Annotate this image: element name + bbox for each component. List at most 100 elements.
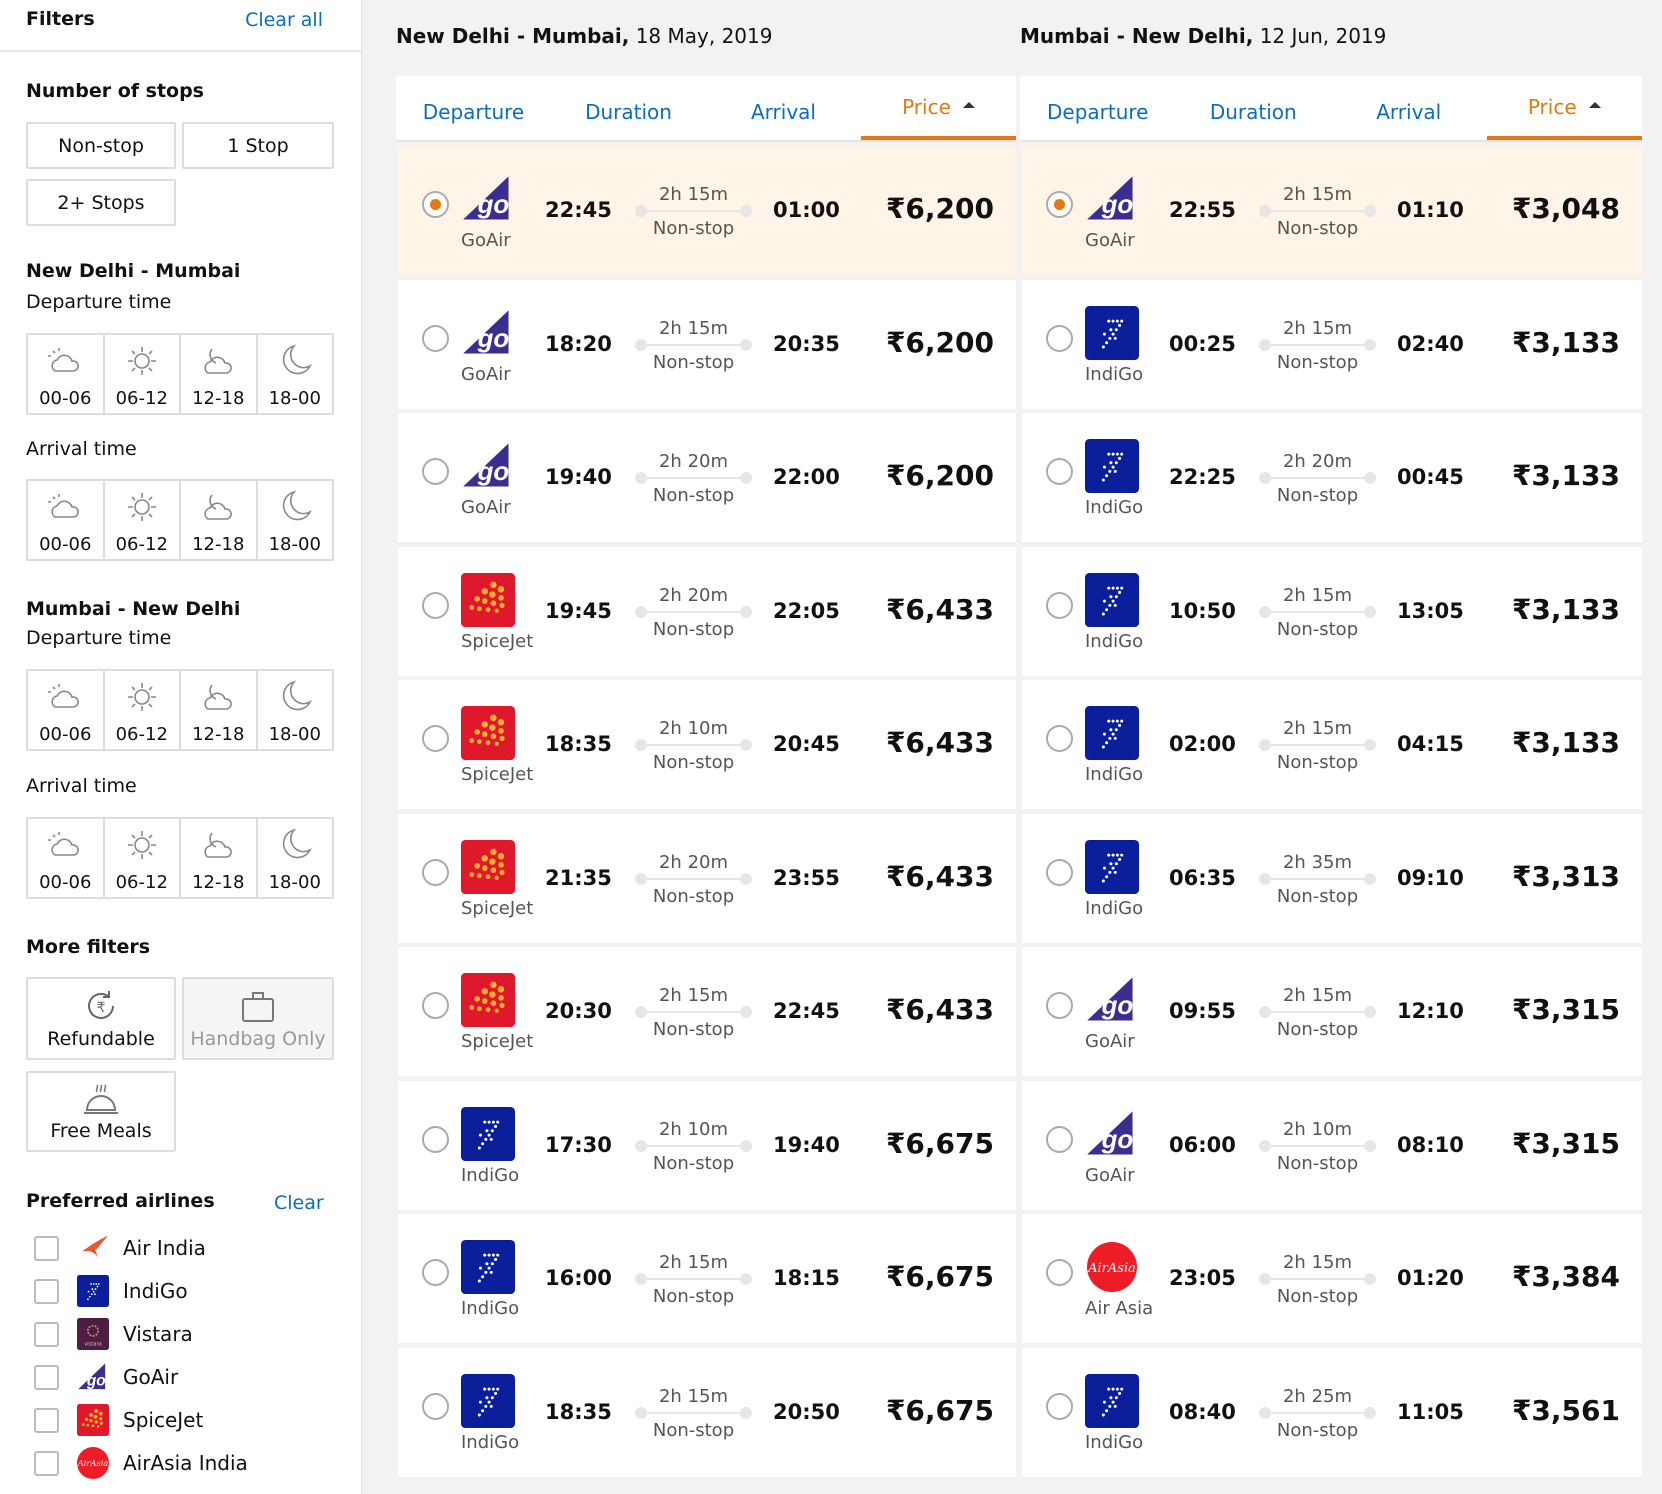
flight-radio[interactable] [1046,1259,1073,1286]
flight-radio[interactable] [422,1125,449,1153]
sort-tab-duration[interactable]: Duration [1209,100,1297,124]
time-slot-18-00[interactable]: 18-00 [258,819,333,897]
duration-line [635,739,752,751]
time-slot-06-12[interactable]: 06-12 [105,335,181,413]
free-meals-button[interactable]: Free Meals [26,1071,176,1152]
flight-radio[interactable] [422,1392,449,1420]
flight-row[interactable]: IndiGo 22:25 2h 20m Non-stop 00:45 ₹3,133 [1022,413,1642,542]
time-slot-06-12[interactable]: 06-12 [105,819,181,897]
time-slot-12-18[interactable]: 12-18 [181,335,258,413]
flight-row[interactable]: IndiGo 17:30 2h 10m Non-stop 19:40 ₹6,675 [398,1080,1016,1210]
airline-filter-airasia[interactable]: AirAsia AirAsia India [34,1447,248,1479]
time-slot-00-06[interactable]: 00-06 [28,671,105,749]
time-slot-18-00[interactable]: 18-00 [258,335,333,413]
flight-radio[interactable] [1046,725,1073,752]
sort-tab-duration[interactable]: Duration [585,100,672,124]
flight-row[interactable]: go GoAir 22:45 2h 15m Non-stop 01:00 ₹6,200 [398,146,1016,275]
departure-time: 02:00 [1169,732,1236,756]
flight-radio[interactable] [1046,591,1073,619]
airline-checkbox[interactable] [34,1321,59,1347]
one-stop-button[interactable]: 1 Stop [182,122,334,169]
flight-radio[interactable] [1046,324,1073,352]
sort-tab-departure[interactable]: Departure [1047,100,1149,124]
flight-row[interactable]: IndiGo 10:50 2h 15m Non-stop 13:05 ₹3,133 [1022,546,1642,676]
duration-line [1259,1406,1376,1419]
flight-row[interactable]: SpiceJet 19:45 2h 20m Non-stop 22:05 ₹6,433 [398,546,1016,676]
sort-tab-arrival[interactable]: Arrival [1376,100,1442,124]
clear-all-link[interactable]: Clear all [245,9,323,31]
svg-text:AirAsia: AirAsia [77,1458,108,1468]
stops: Non-stop [652,1019,735,1040]
time-slot-12-18[interactable]: 12-18 [181,819,258,897]
departure-time: 18:35 [545,1399,612,1424]
flight-radio[interactable] [422,191,449,218]
flight-row[interactable]: go GoAir 09:55 2h 15m Non-stop 12:10 ₹3,315 [1022,947,1642,1076]
flight-radio[interactable] [422,324,449,352]
time-slot-12-18[interactable]: 12-18 [181,671,258,749]
outbound-heading: New Delhi - Mumbai, 18 May, 2019 [396,24,773,48]
flight-row[interactable]: SpiceJet 18:35 2h 10m Non-stop 20:45 ₹6,433 [398,680,1016,809]
sort-tab-price[interactable]: Price [1486,76,1642,140]
airline-filter-goair[interactable]: go GoAir [34,1361,178,1393]
two-plus-stops-button[interactable]: 2+ Stops [26,179,176,226]
flight-row[interactable]: IndiGo 08:40 2h 25m Non-stop 11:05 ₹3,561 [1022,1347,1642,1477]
flight-radio[interactable] [1046,458,1073,485]
airline-name: Air India [123,1236,206,1260]
flight-radio[interactable] [422,858,449,886]
flight-radio[interactable] [422,725,449,752]
airline-checkbox[interactable] [34,1450,59,1476]
duration-line [635,1406,752,1419]
time-slot-06-12[interactable]: 06-12 [105,671,181,749]
flight-row[interactable]: AirAsia Air Asia 23:05 2h 15m Non-stop 01:20 ₹… [1022,1214,1642,1343]
price: ₹6,675 [885,1260,994,1293]
flight-row[interactable]: IndiGo 02:00 2h 15m Non-stop 04:15 ₹3,133 [1022,680,1642,809]
flight-row[interactable]: IndiGo 18:35 2h 15m Non-stop 20:50 ₹6,675 [398,1347,1016,1477]
time-slot-18-00[interactable]: 18-00 [258,671,333,749]
flight-row[interactable]: IndiGo 06:35 2h 35m Non-stop 09:10 ₹3,313 [1022,813,1642,943]
flight-row[interactable]: SpiceJet 21:35 2h 20m Non-stop 23:55 ₹6,433 [398,813,1016,943]
airline-filter-indigo[interactable]: IndiGo [34,1275,188,1307]
sort-tab-departure[interactable]: Departure [422,100,525,124]
time-slot-00-06[interactable]: 00-06 [28,819,105,897]
flight-row[interactable]: IndiGo 00:25 2h 15m Non-stop 02:40 ₹3,133 [1022,279,1642,409]
flight-radio[interactable] [422,992,449,1019]
indigo-logo-icon [1085,305,1139,360]
flight-row[interactable]: go GoAir 18:20 2h 15m Non-stop 20:35 ₹6,200 [398,279,1016,409]
airline-checkbox[interactable] [34,1364,59,1390]
flight-radio[interactable] [1046,1392,1073,1420]
flight-row[interactable]: go GoAir 22:55 2h 15m Non-stop 01:10 ₹3,048 [1022,146,1642,275]
flight-row[interactable]: go GoAir 19:40 2h 20m Non-stop 22:00 ₹6,200 [398,413,1016,542]
time-slot-06-12[interactable]: 06-12 [105,481,181,559]
flight-radio[interactable] [422,458,449,485]
flight-radio[interactable] [1046,992,1073,1019]
time-slot-00-06[interactable]: 00-06 [28,481,105,559]
flight-row[interactable]: SpiceJet 20:30 2h 15m Non-stop 22:45 ₹6,433 [398,947,1016,1076]
time-slot-label: 00-06 [39,534,92,555]
flight-radio[interactable] [1046,858,1073,886]
airline-filter-airindia[interactable]: Air India [34,1232,206,1264]
time-slot-label: 12-18 [192,724,245,745]
flight-row[interactable]: go GoAir 06:00 2h 10m Non-stop 08:10 ₹3,315 [1022,1080,1642,1210]
arrival-time: 22:00 [773,465,840,489]
stops: Non-stop [1276,1019,1359,1040]
clear-airlines-link[interactable]: Clear [274,1192,324,1214]
flight-radio[interactable] [422,1259,449,1286]
time-slot-12-18[interactable]: 12-18 [181,481,258,559]
time-slot-00-06[interactable]: 00-06 [28,335,105,413]
airline-filter-spicejet[interactable]: SpiceJet [34,1404,203,1436]
time-slot-18-00[interactable]: 18-00 [258,481,333,559]
flight-radio[interactable] [422,591,449,619]
flight-radio[interactable] [1046,191,1073,218]
flight-radio[interactable] [1046,1125,1073,1153]
flight-row[interactable]: IndiGo 16:00 2h 15m Non-stop 18:15 ₹6,675 [398,1214,1016,1343]
handbag-only-button[interactable]: Handbag Only [182,977,334,1060]
sort-tab-arrival[interactable]: Arrival [751,100,816,124]
airline-filter-vistara[interactable]: vistara Vistara [34,1318,193,1350]
sort-tab-price[interactable]: Price [861,76,1016,140]
refundable-button[interactable]: ₹ Refundable [26,977,176,1060]
non-stop-button[interactable]: Non-stop [26,122,176,169]
airline-checkbox[interactable] [34,1235,59,1261]
airline-checkbox[interactable] [34,1278,59,1304]
arrival-time: 11:05 [1397,1399,1464,1424]
airline-checkbox[interactable] [34,1407,59,1433]
